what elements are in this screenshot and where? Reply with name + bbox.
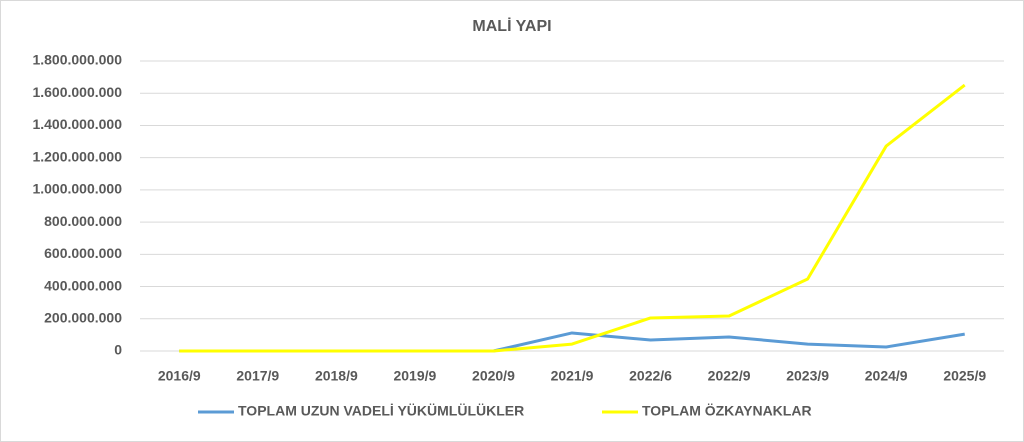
y-tick-label: 1.400.000.000 (32, 116, 122, 132)
x-tick-label: 2021/9 (551, 368, 594, 384)
y-tick-label: 200.000.000 (44, 309, 122, 325)
x-tick-label: 2018/9 (315, 368, 358, 384)
legend-label: TOPLAM UZUN VADELİ YÜKÜMLÜLÜKLER (238, 403, 524, 419)
series-line (179, 83, 966, 353)
y-tick-label: 400.000.000 (44, 277, 122, 293)
y-tick-label: 0 (114, 342, 122, 358)
legend-label: TOPLAM ÖZKAYNAKLAR (642, 403, 812, 419)
chart-title: MALİ YAPI (472, 17, 551, 35)
y-tick-label: 600.000.000 (44, 245, 122, 261)
x-tick-label: 2023/9 (786, 368, 829, 384)
y-tick-label: 1.000.000.000 (32, 181, 122, 197)
x-tick-label: 2020/9 (472, 368, 515, 384)
x-tick-label: 2016/9 (158, 368, 201, 384)
x-tick-label: 2022/9 (708, 368, 751, 384)
x-tick-label: 2017/9 (236, 368, 279, 384)
y-tick-label: 1.200.000.000 (32, 148, 122, 164)
x-tick-label: 2019/9 (393, 368, 436, 384)
y-tick-label: 800.000.000 (44, 213, 122, 229)
y-tick-label: 1.600.000.000 (32, 84, 122, 100)
x-tick-label: 2025/9 (943, 368, 986, 384)
y-tick-label: 1.800.000.000 (32, 52, 122, 68)
x-tick-label: 2022/6 (629, 368, 672, 384)
x-tick-label: 2024/9 (865, 368, 908, 384)
